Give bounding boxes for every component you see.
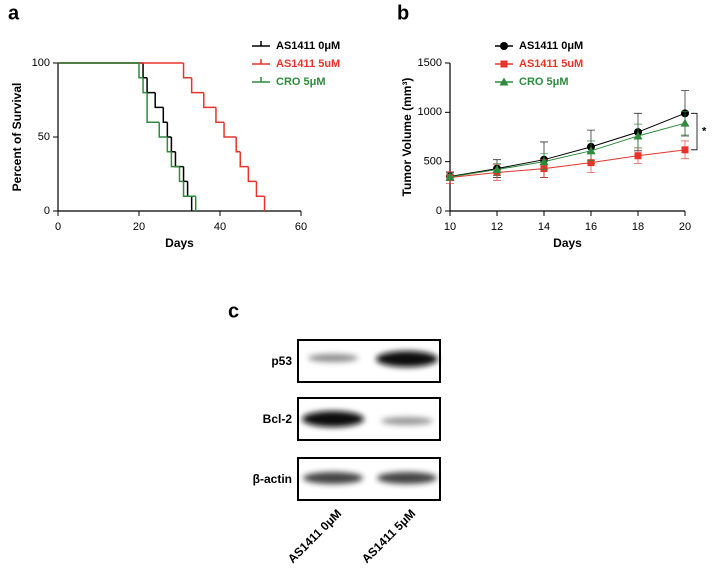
band: [308, 354, 358, 362]
marker: [633, 131, 643, 140]
legend-label: AS1411 5uM: [276, 58, 340, 70]
y-axis-title: Tumor Volume (mm³): [400, 78, 414, 197]
y-tick-label: 0: [44, 205, 50, 217]
survival-step: [223, 122, 237, 138]
survival-step: [182, 63, 192, 79]
lane-label: AS1411 0μM: [285, 506, 344, 565]
marker: [680, 118, 690, 127]
line: [449, 112, 686, 177]
survival-step: [166, 137, 172, 153]
x-tick-label: 20: [679, 221, 691, 233]
panel-label: c: [228, 300, 239, 322]
survival-step: [235, 137, 241, 153]
x-tick-label: 12: [491, 221, 503, 233]
survival-step: [178, 166, 184, 183]
survival-step: [247, 166, 257, 183]
survival-step: [162, 107, 168, 123]
row-label: Bcl-2: [263, 412, 293, 426]
survival-step: [142, 63, 148, 79]
legend-label: CRO 5μM: [519, 76, 569, 88]
x-tick-label: 10: [444, 221, 456, 233]
legend-label: CRO 5μM: [276, 76, 326, 88]
marker: [445, 172, 455, 181]
survival-step: [138, 63, 144, 79]
band: [381, 417, 433, 425]
marker: [681, 146, 689, 154]
band: [302, 411, 364, 427]
y-tick-label: 500: [424, 156, 442, 168]
panel-label: a: [8, 2, 20, 24]
x-tick-label: 20: [133, 221, 145, 233]
marker: [500, 42, 508, 50]
survival-step: [174, 151, 184, 168]
survival-step: [170, 137, 176, 153]
marker: [586, 146, 596, 155]
row-label: p53: [271, 354, 292, 368]
survival-step: [182, 166, 188, 183]
survival-step: [170, 151, 180, 168]
survival-step: [215, 107, 225, 123]
y-tick-label: 0: [436, 205, 442, 217]
survival-step: [239, 151, 249, 168]
x-tick-label: 60: [295, 221, 307, 233]
survival-step: [142, 77, 148, 94]
y-tick-label: 50: [38, 131, 50, 143]
x-axis-title: Days: [165, 236, 194, 250]
y-tick-label: 1500: [418, 57, 442, 69]
x-tick-label: 40: [214, 221, 226, 233]
blot: p53 Bcl-2 β-actin AS1411 0μM AS1411 5μM: [253, 339, 441, 566]
survival-step: [158, 122, 168, 138]
annotation: *: [702, 125, 707, 137]
band: [377, 472, 437, 484]
marker: [500, 60, 508, 68]
x-tick-label: 18: [632, 221, 644, 233]
survival-step: [190, 77, 204, 94]
x-tick-label: 14: [538, 221, 550, 233]
legend-label: AS1411 5uM: [519, 58, 583, 70]
survival-step: [203, 92, 216, 109]
line: [449, 122, 686, 178]
band: [303, 472, 363, 484]
survival-step: [255, 181, 265, 197]
survival-step: [182, 181, 196, 197]
panel-label: b: [397, 2, 409, 24]
survival-step: [154, 92, 164, 109]
legend-label: AS1411 0μM: [519, 40, 583, 52]
y-axis-title: Percent of Survival: [10, 83, 24, 192]
x-tick-label: 0: [55, 221, 61, 233]
y-tick-label: 100: [32, 57, 50, 69]
survival-step: [146, 77, 156, 94]
legend-label: AS1411 0μM: [276, 40, 340, 52]
marker: [539, 157, 549, 166]
row-label: β-actin: [253, 472, 292, 486]
x-tick-label: 16: [585, 221, 597, 233]
marker: [587, 159, 595, 167]
band: [376, 351, 438, 367]
marker: [499, 77, 509, 86]
marker: [492, 165, 502, 174]
significance-bracket: [691, 112, 698, 151]
survival-step: [146, 92, 160, 123]
lane-label: AS1411 5μM: [359, 506, 418, 565]
survival-step: [166, 122, 172, 138]
y-tick-label: 1000: [418, 106, 442, 118]
survival-step: [186, 181, 192, 197]
line: [449, 149, 686, 178]
x-axis-title: Days: [553, 236, 582, 250]
marker: [634, 152, 642, 160]
